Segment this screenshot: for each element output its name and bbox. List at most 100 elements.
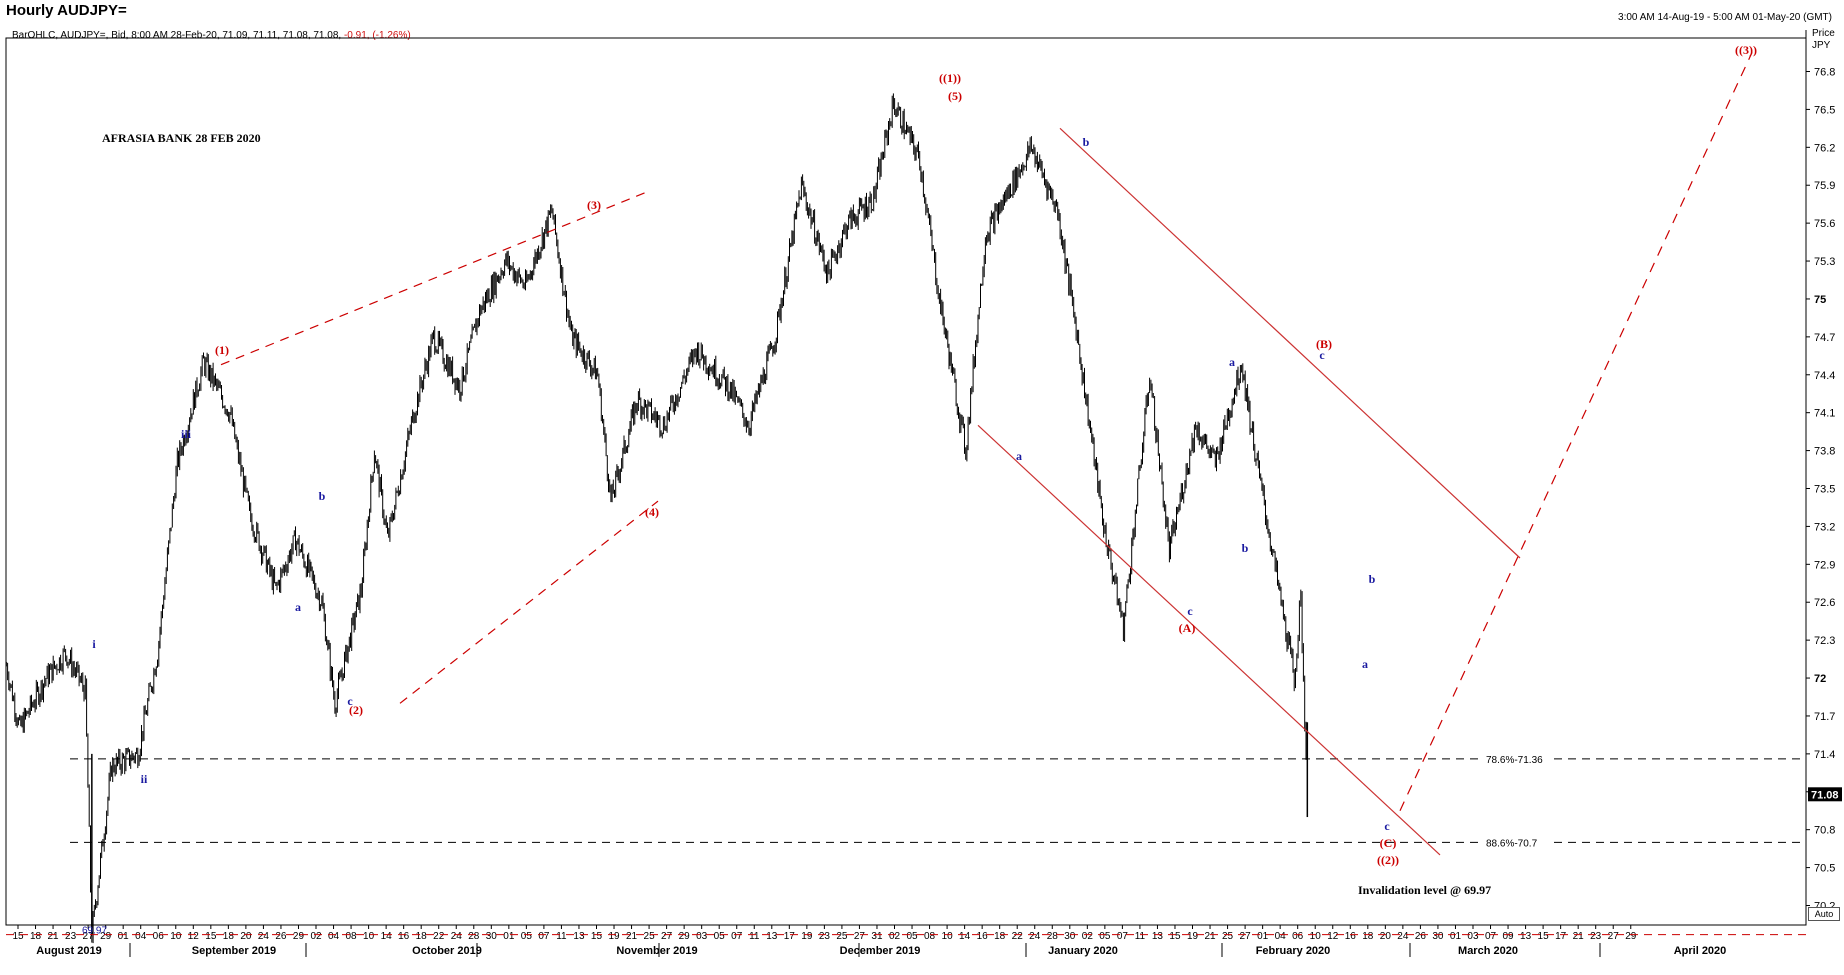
price-axis-unit: JPY xyxy=(1812,40,1831,51)
x-tick-label: 15 xyxy=(1538,931,1550,942)
x-tick-label: 13 xyxy=(1520,931,1532,942)
y-tick-label: 76.8 xyxy=(1814,67,1835,79)
y-tick-label: 72.3 xyxy=(1814,635,1835,647)
chart-legend: BarOHLC, AUDJPY=, Bid, 8:00 AM 28-Feb-20… xyxy=(12,30,411,41)
month-label: December 2019 xyxy=(840,945,921,957)
time-range: 3:00 AM 14-Aug-19 - 5:00 AM 01-May-20 (G… xyxy=(1618,12,1832,23)
bank-note: AFRASIA BANK 28 FEB 2020 xyxy=(102,131,261,145)
last-price-label: 71.08 xyxy=(1811,789,1839,801)
last-price-box xyxy=(1808,787,1842,802)
wave-label: c xyxy=(1384,819,1390,833)
x-tick-label: 10 xyxy=(170,931,182,942)
x-tick-label: 05 xyxy=(1099,931,1111,942)
x-tick-label: 10 xyxy=(1310,931,1322,942)
price-axis-title: Price xyxy=(1812,28,1835,39)
wave-label: ((2)) xyxy=(1377,853,1399,867)
x-tick-label: 04 xyxy=(1275,931,1287,942)
x-tick-label: 07 xyxy=(1485,931,1497,942)
wave-label: b xyxy=(319,489,326,503)
price-axis-header: Price JPY xyxy=(1812,28,1835,52)
x-tick-label: 07 xyxy=(731,931,743,942)
x-tick-label: 18 xyxy=(994,931,1006,942)
x-tick-label: 29 xyxy=(293,931,305,942)
x-tick-label: 25 xyxy=(836,931,848,942)
x-tick-label: 18 xyxy=(223,931,235,942)
month-label: November 2019 xyxy=(616,945,697,957)
x-tick-label: 08 xyxy=(346,931,358,942)
x-tick-label: 03 xyxy=(1467,931,1479,942)
wave-label: a xyxy=(1362,657,1368,671)
wave-label: ((1)) xyxy=(939,71,961,85)
fib-level-label: 78.6%-71.36 xyxy=(1486,755,1543,766)
y-tick-label: 71.7 xyxy=(1814,711,1835,723)
x-tick-label: 31 xyxy=(871,931,883,942)
y-tick-label: 72.6 xyxy=(1814,597,1835,609)
x-tick-label: 11 xyxy=(556,931,567,942)
x-tick-label: 06 xyxy=(1292,931,1304,942)
month-label: April 2020 xyxy=(1674,945,1727,957)
wave-label: a xyxy=(295,600,301,614)
y-tick-label: 75.9 xyxy=(1814,180,1835,192)
x-tick-label: 15 xyxy=(12,931,24,942)
x-tick-label: 07 xyxy=(1117,931,1129,942)
x-tick-label: 24 xyxy=(451,931,463,942)
wave-label: i xyxy=(92,637,96,651)
month-label: August 2019 xyxy=(36,945,101,957)
x-tick-label: 24 xyxy=(258,931,270,942)
x-tick-label: 27 xyxy=(661,931,673,942)
x-tick-label: 09 xyxy=(1502,931,1514,942)
price-bars xyxy=(5,93,1309,944)
fib-label-bg xyxy=(1483,752,1549,765)
x-tick-label: 27 xyxy=(1240,931,1252,942)
y-tick-label: 70.8 xyxy=(1814,825,1835,837)
x-tick-label: 23 xyxy=(65,931,77,942)
wave-label: ii xyxy=(141,772,148,786)
x-tick-label: 13 xyxy=(1152,931,1164,942)
x-tick-label: 05 xyxy=(906,931,918,942)
x-tick-label: 25 xyxy=(1222,931,1234,942)
x-tick-label: 06 xyxy=(153,931,165,942)
x-tick-label: 30 xyxy=(1064,931,1076,942)
x-tick-label: 27 xyxy=(854,931,866,942)
x-tick-label: 29 xyxy=(100,931,112,942)
x-tick-label: 13 xyxy=(573,931,585,942)
x-tick-label: 05 xyxy=(714,931,726,942)
x-tick-label: 02 xyxy=(889,931,901,942)
x-tick-label: 18 xyxy=(1362,931,1374,942)
trend-line xyxy=(399,500,659,704)
x-tick-label: 15 xyxy=(1169,931,1181,942)
wave-label: b xyxy=(1369,572,1376,586)
wave-label: a xyxy=(1229,355,1235,369)
x-tick-label: 05 xyxy=(521,931,533,942)
y-tick-label: 72.9 xyxy=(1814,559,1835,571)
x-tick-label: 16 xyxy=(1345,931,1357,942)
x-tick-label: 27 xyxy=(1608,931,1620,942)
x-tick-label: 19 xyxy=(608,931,620,942)
y-tick-label: 71.4 xyxy=(1814,749,1835,761)
wave-label: iii xyxy=(181,427,192,441)
wave-label: c xyxy=(1319,348,1325,362)
x-tick-label: 28 xyxy=(468,931,480,942)
x-tick-label: 02 xyxy=(310,931,322,942)
x-tick-label: 03 xyxy=(696,931,708,942)
month-label: February 2020 xyxy=(1256,945,1331,957)
x-tick-label: 30 xyxy=(1432,931,1444,942)
wave-label: c xyxy=(1187,604,1193,618)
legend-change: -0.91, (-1.26%) xyxy=(343,30,411,41)
x-tick-label: 17 xyxy=(1555,931,1567,942)
x-tick-label: 27 xyxy=(83,931,95,942)
wave-label: (3) xyxy=(587,198,601,212)
x-tick-label: 10 xyxy=(942,931,954,942)
wave-label: (4) xyxy=(645,505,659,519)
y-tick-label: 73.8 xyxy=(1814,446,1835,458)
x-tick-label: 21 xyxy=(47,931,59,942)
x-tick-label: 14 xyxy=(959,931,971,942)
y-tick-label: 75 xyxy=(1814,294,1826,306)
y-tick-label: 76.5 xyxy=(1814,104,1835,116)
auto-scale-button[interactable]: Auto xyxy=(1808,907,1840,921)
x-tick-label: 16 xyxy=(398,931,410,942)
fib-label-bg xyxy=(1483,836,1549,849)
x-tick-label: 11 xyxy=(1135,931,1146,942)
x-tick-label: 17 xyxy=(784,931,796,942)
